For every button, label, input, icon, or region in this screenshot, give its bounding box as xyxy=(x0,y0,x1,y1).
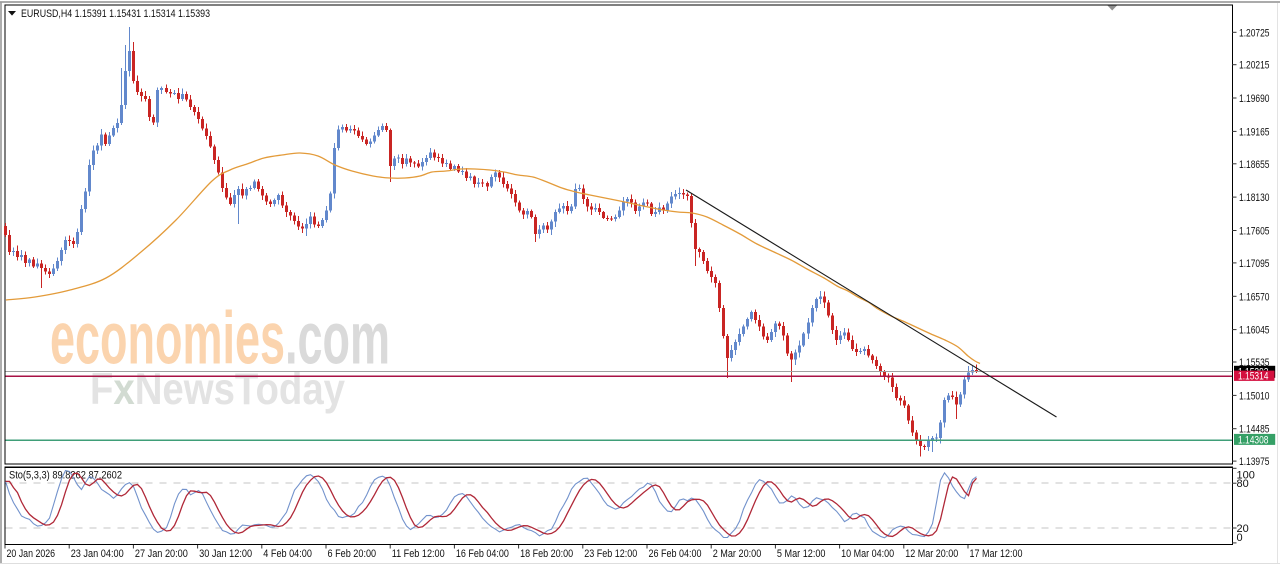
svg-text:1.16570: 1.16570 xyxy=(1239,291,1270,303)
svg-text:17 Mar 12:00: 17 Mar 12:00 xyxy=(970,548,1023,560)
svg-text:27 Jan 20:00: 27 Jan 20:00 xyxy=(135,548,188,560)
svg-text:20 Jan 2026: 20 Jan 2026 xyxy=(7,548,56,560)
svg-text:1.13975: 1.13975 xyxy=(1239,456,1270,468)
svg-text:10 Mar 04:00: 10 Mar 04:00 xyxy=(841,548,894,560)
svg-text:0: 0 xyxy=(1237,532,1243,544)
svg-text:5 Mar 12:00: 5 Mar 12:00 xyxy=(777,548,826,560)
svg-text:EURUSD,H4 1.15391 1.15431 1.1: EURUSD,H4 1.15391 1.15431 1.15314 1.1539… xyxy=(21,8,210,20)
svg-text:30 Jan 12:00: 30 Jan 12:00 xyxy=(199,548,252,560)
svg-text:1.14308: 1.14308 xyxy=(1238,434,1269,446)
svg-text:1.17605: 1.17605 xyxy=(1239,226,1270,238)
svg-text:23 Feb 12:00: 23 Feb 12:00 xyxy=(584,548,637,560)
svg-text:1.18130: 1.18130 xyxy=(1239,192,1270,204)
svg-text:1.15010: 1.15010 xyxy=(1239,390,1270,402)
svg-text:1.20215: 1.20215 xyxy=(1239,60,1270,72)
svg-text:12 Mar 20:00: 12 Mar 20:00 xyxy=(905,548,958,560)
svg-text:23 Jan 04:00: 23 Jan 04:00 xyxy=(71,548,124,560)
svg-text:18 Feb 20:00: 18 Feb 20:00 xyxy=(520,548,573,560)
svg-text:16 Feb 04:00: 16 Feb 04:00 xyxy=(456,548,509,560)
svg-text:1.18655: 1.18655 xyxy=(1239,159,1270,171)
svg-text:1.15314: 1.15314 xyxy=(1238,371,1269,383)
svg-text:1.17095: 1.17095 xyxy=(1239,258,1270,270)
svg-text:80: 80 xyxy=(1237,478,1249,490)
svg-text:100: 100 xyxy=(1237,469,1255,481)
svg-text:1.20725: 1.20725 xyxy=(1239,27,1270,39)
svg-text:1.16045: 1.16045 xyxy=(1239,325,1270,337)
svg-text:1.19165: 1.19165 xyxy=(1239,126,1270,138)
svg-text:11 Feb 12:00: 11 Feb 12:00 xyxy=(392,548,445,560)
svg-text:20: 20 xyxy=(1237,523,1249,535)
svg-text:1.14485: 1.14485 xyxy=(1239,424,1270,436)
svg-text:6 Feb 20:00: 6 Feb 20:00 xyxy=(328,548,377,560)
svg-text:4 Feb 04:00: 4 Feb 04:00 xyxy=(263,548,312,560)
svg-text:FxNewsToday: FxNewsToday xyxy=(90,364,346,414)
svg-text:2 Mar 20:00: 2 Mar 20:00 xyxy=(713,548,762,560)
svg-text:economies.com: economies.com xyxy=(50,297,390,380)
svg-text:26 Feb 04:00: 26 Feb 04:00 xyxy=(649,548,702,560)
svg-text:1.19690: 1.19690 xyxy=(1239,93,1270,105)
